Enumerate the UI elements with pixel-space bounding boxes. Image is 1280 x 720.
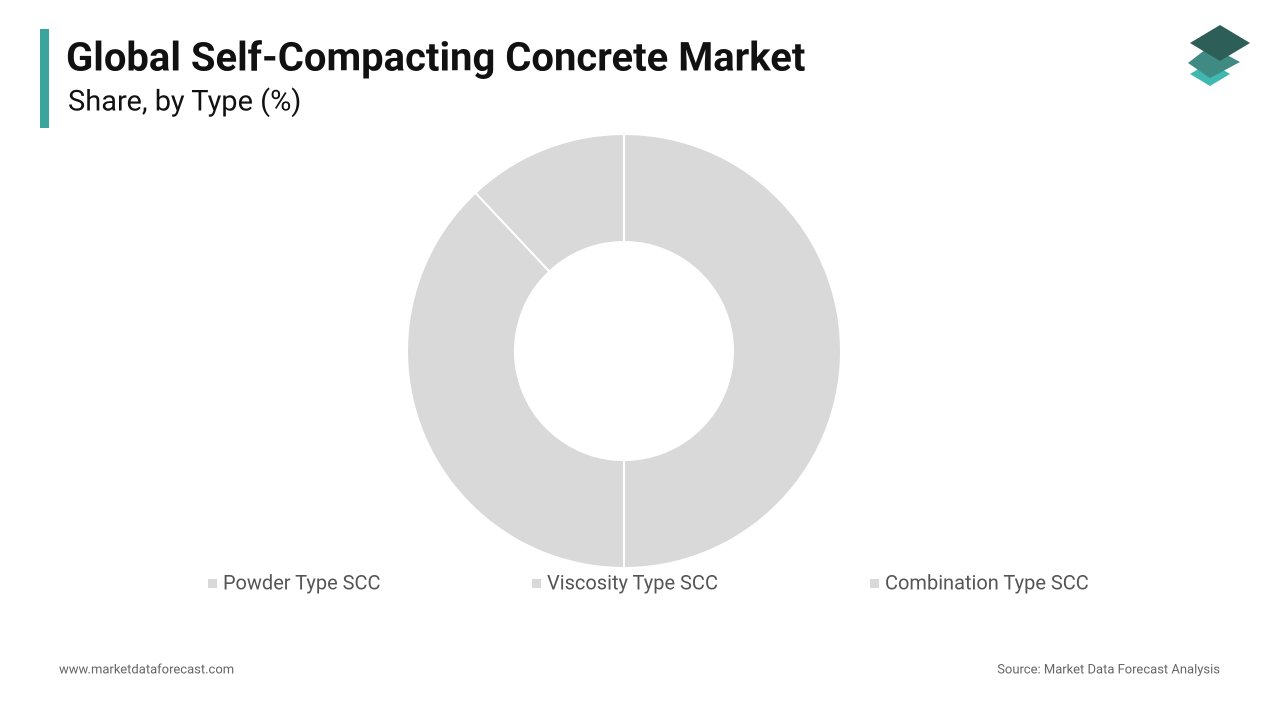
legend-swatch: [208, 579, 217, 588]
logo: [1188, 25, 1250, 86]
chart-title: Global Self-Compacting Concrete Market: [66, 34, 805, 81]
legend-label: Powder Type SCC: [223, 570, 381, 594]
legend-label: Combination Type SCC: [885, 570, 1089, 594]
website: www.marketdataforecast.com: [59, 662, 234, 677]
donut-slice: [474, 132, 625, 273]
legend-label: Viscosity Type SCC: [547, 570, 718, 594]
legend-swatch: [532, 579, 541, 588]
donut-slice: [623, 132, 842, 570]
title-accent: [40, 29, 49, 128]
source: Source: Market Data Forecast Analysis: [997, 662, 1220, 677]
legend-swatch: [870, 579, 879, 588]
chart-subtitle: Share, by Type (%): [68, 85, 301, 119]
donut-slice: [406, 191, 625, 570]
